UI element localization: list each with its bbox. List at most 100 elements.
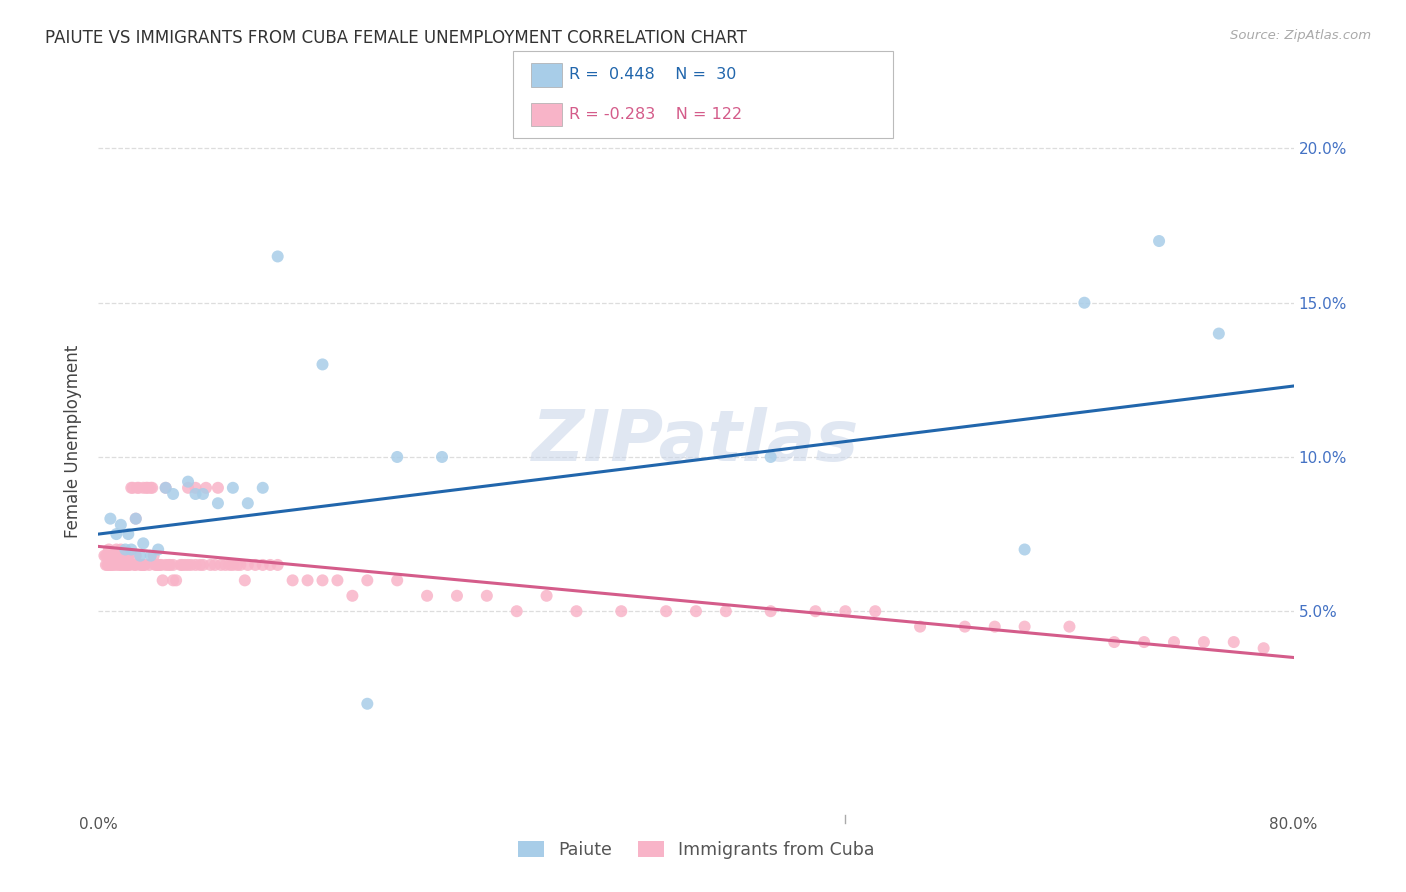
Point	[446, 589, 468, 603]
Point	[118, 558, 141, 572]
Point	[110, 517, 132, 532]
Point	[233, 574, 256, 588]
Point	[1133, 635, 1156, 649]
Point	[984, 619, 1007, 633]
Point	[1208, 326, 1230, 341]
Point	[356, 697, 378, 711]
Point	[311, 358, 333, 372]
Point	[252, 558, 274, 572]
Point	[385, 574, 409, 588]
Point	[804, 604, 827, 618]
Point	[110, 542, 132, 557]
Point	[139, 549, 162, 563]
Point	[138, 558, 160, 572]
Point	[105, 527, 128, 541]
Point	[148, 558, 170, 572]
Point	[155, 481, 177, 495]
Point	[1253, 641, 1275, 656]
Point	[132, 536, 155, 550]
Legend: Paiute, Immigrants from Cuba: Paiute, Immigrants from Cuba	[510, 834, 882, 866]
Point	[214, 558, 236, 572]
Y-axis label: Female Unemployment: Female Unemployment	[65, 345, 83, 538]
Point	[141, 481, 163, 495]
Text: Source: ZipAtlas.com: Source: ZipAtlas.com	[1230, 29, 1371, 42]
Point	[149, 558, 172, 572]
Point	[94, 558, 117, 572]
Point	[110, 558, 132, 572]
Point	[191, 558, 214, 572]
Point	[259, 558, 281, 572]
Point	[132, 558, 155, 572]
Point	[105, 542, 128, 557]
Point	[281, 574, 304, 588]
Point	[96, 558, 118, 572]
Point	[177, 558, 200, 572]
Point	[114, 542, 136, 557]
Point	[129, 549, 152, 563]
Point	[219, 558, 242, 572]
Point	[207, 496, 229, 510]
Point	[97, 542, 120, 557]
Point	[97, 558, 120, 572]
Point	[195, 481, 218, 495]
Point	[155, 481, 177, 495]
Point	[111, 558, 134, 572]
Point	[184, 487, 207, 501]
Point	[177, 481, 200, 495]
Point	[120, 542, 142, 557]
Point	[311, 574, 333, 588]
Point	[229, 558, 252, 572]
Point	[120, 481, 142, 495]
Point	[98, 558, 122, 572]
Point	[222, 558, 245, 572]
Point	[128, 481, 150, 495]
Point	[125, 558, 148, 572]
Point	[125, 549, 148, 563]
Point	[759, 604, 782, 618]
Point	[1059, 619, 1081, 633]
Text: R =  0.448    N =  30: R = 0.448 N = 30	[569, 68, 737, 82]
Point	[101, 558, 124, 572]
Point	[107, 549, 129, 563]
Point	[655, 604, 678, 618]
Point	[342, 589, 364, 603]
Point	[115, 558, 138, 572]
Point	[506, 604, 529, 618]
Text: R = -0.283    N = 122: R = -0.283 N = 122	[569, 107, 742, 121]
Point	[245, 558, 267, 572]
Point	[184, 558, 207, 572]
Point	[93, 549, 115, 563]
Text: ZIPatlas: ZIPatlas	[533, 407, 859, 476]
Point	[104, 549, 127, 563]
Point	[714, 604, 737, 618]
Point	[1192, 635, 1215, 649]
Point	[162, 558, 184, 572]
Point	[98, 511, 122, 525]
Point	[108, 558, 131, 572]
Point	[159, 558, 181, 572]
Point	[1073, 295, 1095, 310]
Point	[124, 558, 146, 572]
Point	[125, 511, 148, 525]
Point	[143, 558, 166, 572]
Point	[172, 558, 194, 572]
Point	[165, 574, 187, 588]
Point	[430, 450, 453, 464]
Point	[148, 542, 170, 557]
Point	[132, 558, 155, 572]
Point	[236, 558, 259, 572]
Point	[127, 481, 149, 495]
Point	[759, 450, 782, 464]
Point	[1163, 635, 1185, 649]
Point	[177, 475, 200, 489]
Point	[169, 558, 191, 572]
Point	[114, 558, 136, 572]
Point	[117, 527, 139, 541]
Point	[267, 249, 290, 264]
Point	[125, 511, 148, 525]
Point	[565, 604, 588, 618]
Point	[207, 481, 229, 495]
Point	[1014, 619, 1036, 633]
Point	[326, 574, 349, 588]
Point	[96, 549, 118, 563]
